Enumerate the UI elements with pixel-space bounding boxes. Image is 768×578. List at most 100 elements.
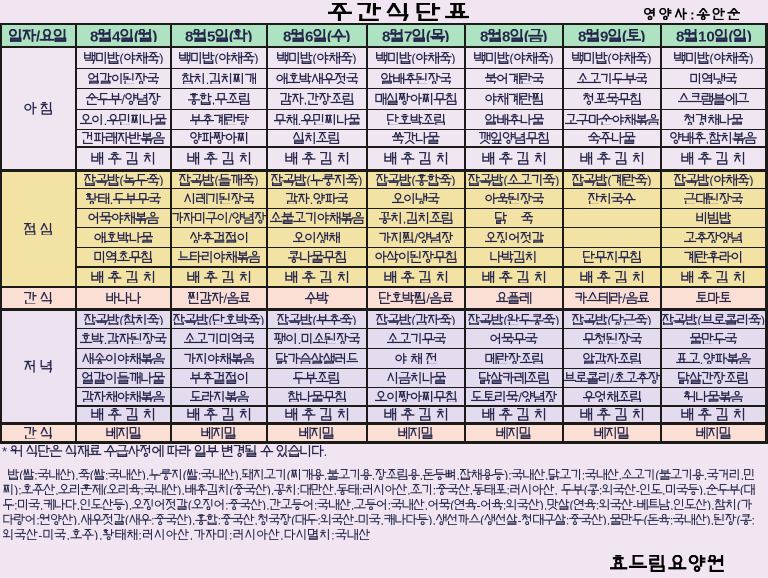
svg-text:(: ( xyxy=(119,314,124,326)
svg-text:.: . xyxy=(324,445,328,457)
svg-text::: : xyxy=(359,484,362,495)
svg-text:/: / xyxy=(414,232,418,244)
svg-text:): ) xyxy=(647,174,651,186)
svg-text:(: ( xyxy=(504,174,509,186)
svg-text:,: , xyxy=(104,114,108,126)
svg-text:,: , xyxy=(662,484,665,495)
svg-text:/: / xyxy=(229,212,233,224)
svg-text:8: 8 xyxy=(578,29,586,43)
svg-text:,: , xyxy=(254,514,257,525)
svg-text:,: , xyxy=(190,529,193,540)
svg-text:): ) xyxy=(142,469,146,480)
svg-text:,: , xyxy=(192,514,195,525)
svg-text:,: , xyxy=(456,469,459,480)
svg-text:,: , xyxy=(380,514,383,525)
svg-text:): ) xyxy=(260,314,264,326)
svg-text:(: ( xyxy=(188,499,193,510)
svg-text:,: , xyxy=(703,484,706,495)
svg-text:(: ( xyxy=(327,29,333,43)
svg-text:): ) xyxy=(262,499,266,510)
svg-text:,: , xyxy=(181,484,184,495)
svg-text:-: - xyxy=(518,514,522,525)
svg-text:,: , xyxy=(607,514,610,525)
svg-text:(: ( xyxy=(307,174,312,186)
svg-text:,: , xyxy=(146,469,149,480)
svg-text:(: ( xyxy=(412,174,417,186)
svg-text:6: 6 xyxy=(305,29,313,43)
svg-text:8: 8 xyxy=(676,29,684,43)
svg-text:,: , xyxy=(271,484,274,495)
svg-text:*: * xyxy=(2,445,7,457)
svg-text:): ) xyxy=(699,484,703,495)
svg-text:): ) xyxy=(125,499,129,510)
svg-text:,: , xyxy=(670,499,673,510)
svg-text:): ) xyxy=(159,52,163,64)
svg-text:,: , xyxy=(77,514,80,525)
svg-text:,: , xyxy=(407,484,410,495)
svg-text:(: ( xyxy=(134,29,140,43)
svg-text:(: ( xyxy=(728,29,734,43)
svg-text:(: ( xyxy=(510,52,515,64)
svg-text::: : xyxy=(670,514,673,525)
svg-text:): ) xyxy=(177,484,181,495)
svg-text::: : xyxy=(508,469,511,480)
svg-text::: : xyxy=(14,499,17,510)
svg-text:8: 8 xyxy=(90,29,98,43)
svg-text:-: - xyxy=(636,484,640,495)
svg-text:,: , xyxy=(40,499,43,510)
svg-text:): ) xyxy=(451,314,455,326)
svg-text:): ) xyxy=(647,314,651,326)
svg-text:): ) xyxy=(94,529,98,540)
svg-text:/: / xyxy=(223,292,227,304)
svg-text:,: , xyxy=(205,73,209,85)
svg-text:): ) xyxy=(188,514,192,525)
svg-text:,: , xyxy=(309,193,313,205)
svg-text:): ) xyxy=(71,469,75,480)
svg-text:(: ( xyxy=(570,499,575,510)
svg-text:): ) xyxy=(749,174,753,186)
svg-text::: : xyxy=(331,529,334,540)
svg-text:8: 8 xyxy=(185,29,193,43)
svg-text:): ) xyxy=(254,52,258,64)
svg-text:): ) xyxy=(603,514,607,525)
svg-text:,: , xyxy=(740,469,743,480)
svg-text:,: , xyxy=(75,469,78,480)
svg-text:(: ( xyxy=(524,29,530,43)
svg-text:,: , xyxy=(420,469,423,480)
svg-text:): ) xyxy=(540,499,544,510)
svg-text:): ) xyxy=(451,174,455,186)
svg-text::: : xyxy=(388,499,391,510)
svg-text::: : xyxy=(225,499,228,510)
svg-text:,: , xyxy=(706,132,710,144)
svg-text:-: - xyxy=(477,499,481,510)
svg-text::: : xyxy=(566,514,569,525)
svg-text:,: , xyxy=(129,499,132,510)
svg-text:(: ( xyxy=(287,469,292,480)
svg-text:/: / xyxy=(122,93,126,105)
svg-text:): ) xyxy=(254,174,258,186)
svg-text:,: , xyxy=(372,469,375,480)
svg-text:,: , xyxy=(99,529,102,540)
svg-text::: : xyxy=(690,8,694,20)
svg-text:): ) xyxy=(248,29,253,43)
svg-text:(: ( xyxy=(103,484,108,495)
svg-text:): ) xyxy=(159,314,163,326)
svg-text:(: ( xyxy=(313,314,318,326)
svg-text:/: / xyxy=(518,391,522,403)
svg-text::: : xyxy=(317,514,320,525)
svg-text::: : xyxy=(198,469,201,480)
svg-text::: : xyxy=(18,484,21,495)
svg-text:(: ( xyxy=(412,314,417,326)
svg-text:): ) xyxy=(647,52,651,64)
svg-text:8: 8 xyxy=(283,29,291,43)
svg-text:,: , xyxy=(424,499,427,510)
svg-text:,: , xyxy=(402,212,406,224)
svg-text:): ) xyxy=(555,314,559,326)
svg-text:,: , xyxy=(266,499,269,510)
svg-text:,: , xyxy=(211,93,215,105)
svg-text:(: ( xyxy=(119,174,124,186)
svg-text:(: ( xyxy=(291,514,296,525)
svg-text::: : xyxy=(229,529,232,540)
svg-text:/: / xyxy=(610,372,614,384)
svg-text:8: 8 xyxy=(502,29,510,43)
